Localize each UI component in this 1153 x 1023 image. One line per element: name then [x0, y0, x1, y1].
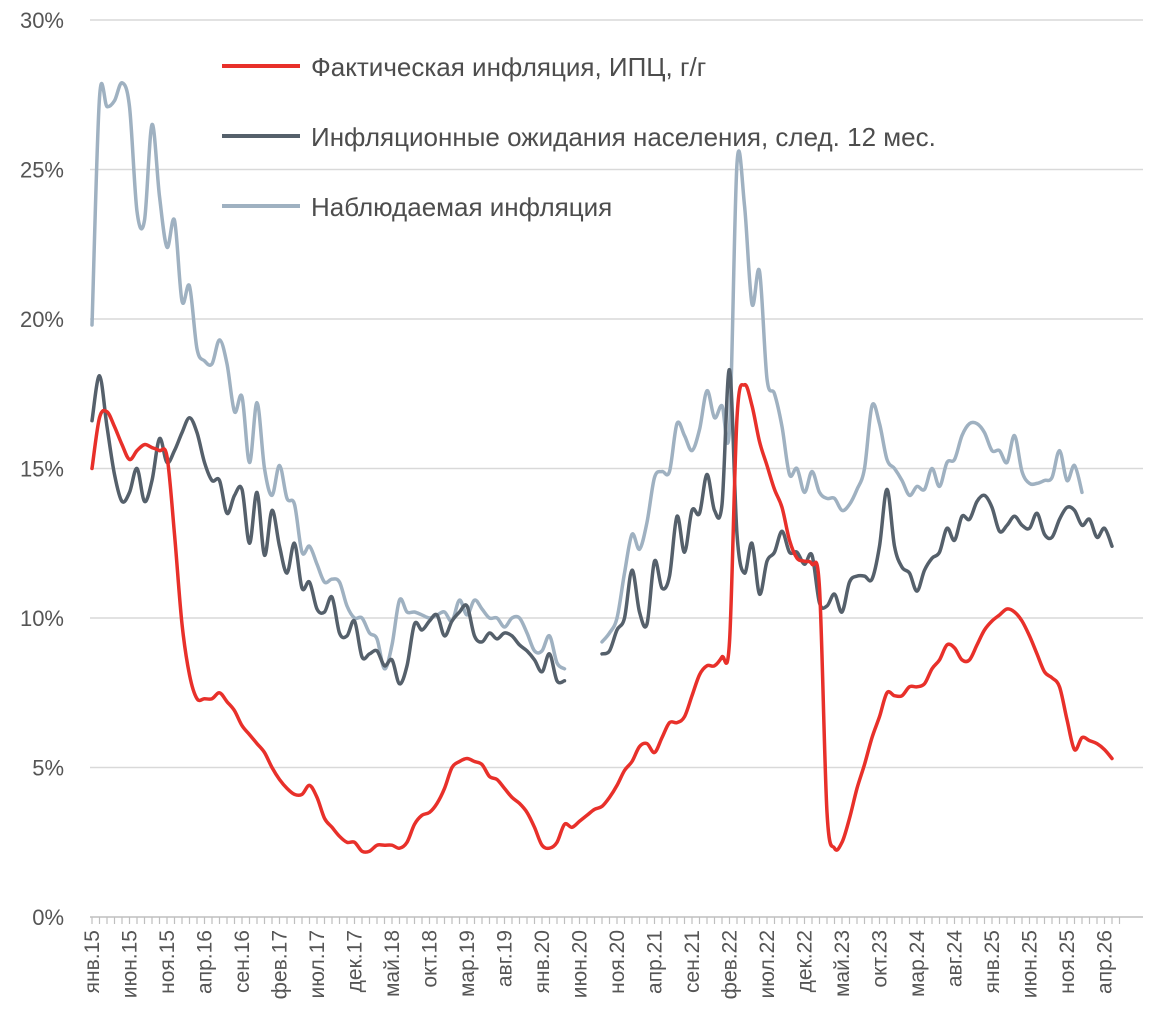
- x-tick-label: авг.19: [494, 930, 517, 987]
- x-tick-label: окт.23: [869, 930, 892, 988]
- x-tick-label: фев.17: [269, 930, 292, 999]
- x-tick-label: июн.20: [569, 930, 592, 998]
- series-line-observed: [600, 149, 1084, 644]
- x-tick-label: июл.22: [756, 930, 779, 998]
- series-line-observed: [90, 81, 567, 671]
- series-line-actual-cpi: [90, 382, 1114, 854]
- x-tick-label: мар.24: [906, 930, 929, 997]
- x-tick-label: май.23: [831, 930, 854, 997]
- x-tick-label: июл.17: [306, 930, 329, 998]
- x-tick-label: июн.25: [1019, 930, 1042, 998]
- series-lines: [90, 81, 1114, 854]
- y-tick-label: 0%: [32, 905, 64, 930]
- x-tick-label: апр.26: [1094, 930, 1117, 994]
- x-tick-label: ноя.20: [606, 930, 629, 994]
- gridlines: [90, 19, 1143, 918]
- x-tick-label: дек.22: [794, 930, 817, 992]
- x-axis: янв.15 июн.15 ноя.15 апр.16 сен.16 фев.17 июл.…: [81, 917, 1121, 999]
- series-line-expectations: [90, 374, 567, 686]
- x-tick-label: сен.21: [681, 930, 704, 993]
- y-tick-label: 25%: [20, 158, 64, 183]
- x-tick-label: мар.19: [456, 930, 479, 997]
- y-tick-label: 30%: [20, 8, 64, 33]
- x-tick-label: фев.22: [719, 930, 742, 999]
- x-tick-label: дек.17: [344, 930, 367, 992]
- legend-label-observed: Наблюдаемая инфляция: [311, 192, 612, 222]
- series-line-actual-cpi-group: [90, 382, 1114, 854]
- x-tick-label: апр.21: [644, 930, 667, 994]
- y-tick-label: 10%: [20, 606, 64, 631]
- y-tick-label: 15%: [20, 457, 64, 482]
- x-tick-label: сен.16: [231, 930, 254, 993]
- x-tick-label: ноя.15: [156, 930, 179, 994]
- x-tick-label: июн.15: [119, 930, 142, 998]
- y-axis-labels: 0% 5% 10% 15% 20% 25% 30%: [20, 8, 64, 930]
- legend-label-actual-cpi: Фактическая инфляция, ИПЦ, г/г: [311, 52, 706, 82]
- series-line-expectations-group: [90, 368, 1114, 686]
- x-tick-label: янв.20: [531, 930, 554, 993]
- x-tick-label: янв.15: [81, 930, 104, 993]
- x-tick-label: май.18: [381, 930, 404, 997]
- x-tick-label: апр.16: [194, 930, 217, 994]
- x-tick-label: янв.25: [981, 930, 1004, 993]
- x-tick-label: ноя.25: [1056, 930, 1079, 994]
- legend: Фактическая инфляция, ИПЦ, г/г Инфляцион…: [222, 52, 936, 222]
- x-tick-label: авг.24: [944, 930, 967, 987]
- y-tick-label: 20%: [20, 307, 64, 332]
- series-line-observed-group: [90, 81, 1084, 671]
- series-line-expectations: [600, 368, 1114, 656]
- legend-label-expectations: Инфляционные ожидания населения, след. 1…: [311, 122, 936, 152]
- y-tick-label: 5%: [32, 756, 64, 781]
- x-tick-label: окт.18: [419, 930, 442, 988]
